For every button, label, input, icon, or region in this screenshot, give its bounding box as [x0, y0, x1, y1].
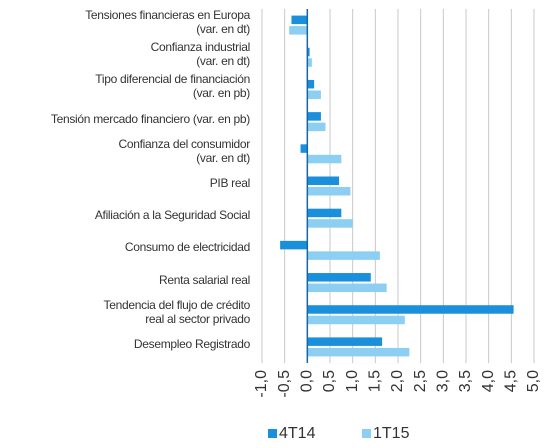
bar — [307, 154, 342, 164]
legend-swatch — [362, 429, 371, 438]
category-label: Consumo de electricidad — [124, 240, 250, 255]
x-tick-label: -0,5 — [276, 370, 293, 398]
bar — [291, 15, 308, 25]
category-label: Tensiones financieras en Europa (var. en… — [85, 8, 250, 37]
bar — [307, 79, 315, 89]
bar — [300, 144, 308, 153]
x-tick-label: 0,0 — [299, 370, 316, 392]
bar — [307, 305, 514, 314]
bar — [307, 337, 383, 346]
category-label: Confianza industrial (var. en dt) — [150, 40, 251, 69]
x-tick-label: 5,0 — [525, 370, 542, 392]
bar — [307, 47, 310, 57]
x-tick-label: 2,0 — [389, 370, 406, 392]
bar — [307, 187, 351, 196]
bar — [307, 283, 387, 293]
x-tick-label: 4,5 — [503, 370, 520, 392]
bar — [307, 90, 321, 99]
bar — [307, 315, 405, 325]
x-tick-label: 4,0 — [480, 370, 497, 392]
bar — [307, 176, 340, 185]
bar — [307, 58, 312, 67]
bar — [307, 219, 353, 228]
bar — [280, 240, 308, 250]
category-label: Desempleo Registrado — [133, 336, 250, 351]
category-label: Confianza del consumidor (var. en dt) — [118, 136, 250, 165]
category-label: Tendencia del flujo de crédito real al s… — [103, 297, 251, 326]
x-tick-label: 0,5 — [321, 370, 338, 392]
bar — [307, 208, 342, 218]
category-label: Afiliación a la Seguridad Social — [94, 208, 250, 223]
legend-label: 4T14 — [279, 425, 316, 442]
category-label: PIB real — [209, 176, 251, 190]
bar — [307, 122, 326, 132]
category-label: Tipo diferencial de financiación (var. e… — [95, 72, 250, 101]
category-label: Renta salarial real — [158, 272, 250, 287]
x-tick-label: 1,0 — [344, 370, 361, 392]
legend-swatch — [268, 429, 277, 438]
x-tick-label: 3,5 — [457, 370, 474, 392]
legend-label: 1T15 — [373, 425, 410, 442]
bar — [307, 347, 410, 357]
bar — [307, 112, 321, 121]
bar — [307, 251, 380, 260]
x-tick-label: 1,5 — [367, 370, 384, 392]
bar — [307, 273, 371, 282]
bar — [289, 26, 308, 35]
x-tick-label: 2,5 — [412, 370, 429, 392]
x-tick-label: 3,0 — [435, 370, 452, 392]
category-label: Tensión mercado financiero (var. en pb) — [50, 111, 250, 126]
x-tick-label: -1,0 — [253, 370, 270, 398]
